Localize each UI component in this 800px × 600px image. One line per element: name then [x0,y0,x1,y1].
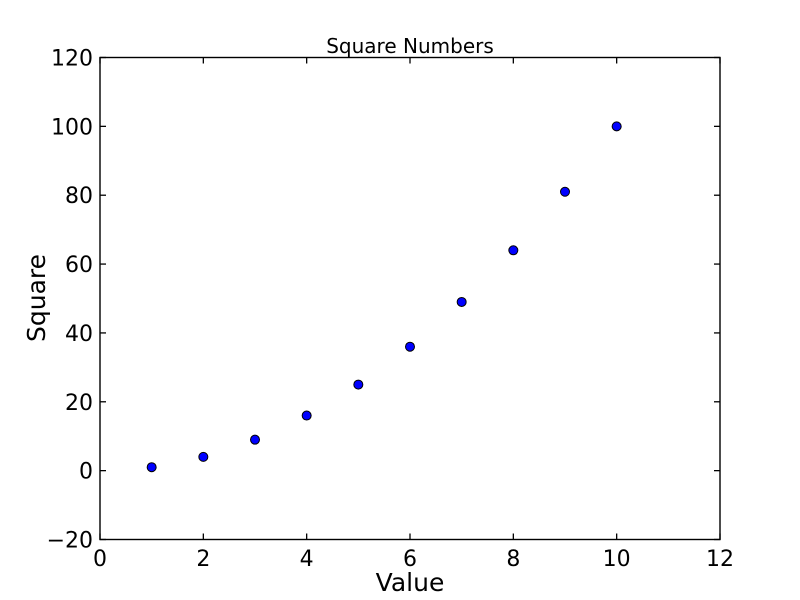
y-tick-label: 100 [51,115,93,140]
chart-title: Square Numbers [326,34,494,58]
x-tick-label: 10 [603,547,631,572]
x-tick-label: 0 [93,547,107,572]
data-point [250,434,260,445]
data-point [198,451,209,462]
y-tick-label: 0 [79,460,93,485]
data-point [560,186,570,197]
data-point [301,410,312,421]
y-axis-label: Square [22,254,51,342]
x-axis-label: Value [376,568,445,597]
y-tick-label: 120 [51,47,93,72]
axes-frame [99,56,721,541]
data-point [456,296,467,307]
scatter-points [146,121,622,473]
y-tick-label: 60 [65,253,93,278]
y-tick-label: 80 [65,184,93,209]
plot-frame [99,56,721,541]
data-point [508,245,519,256]
data-point [353,379,364,390]
data-point [405,341,415,352]
data-point [611,121,622,132]
x-tick-label: 2 [196,547,210,572]
data-point [146,462,157,473]
tick-marks [99,56,721,541]
y-tick-label: 40 [65,322,93,347]
x-tick-label: 4 [300,547,314,572]
x-tick-label: 8 [506,547,520,572]
y-tick-label: −20 [47,529,93,554]
y-tick-label: 20 [65,391,93,416]
x-tick-label: 6 [403,547,417,572]
x-tick-label: 12 [706,547,734,572]
